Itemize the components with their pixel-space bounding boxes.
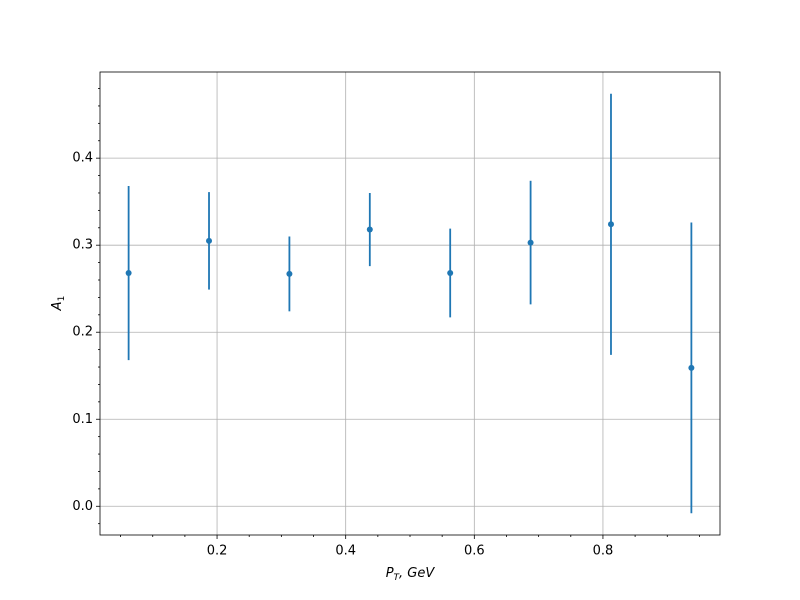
y-tick-label: 0.2: [72, 325, 93, 340]
y-tick-label: 0.3: [72, 238, 93, 253]
x-tick-label: 0.4: [335, 544, 356, 559]
data-point: [447, 270, 454, 277]
data-point: [607, 221, 614, 228]
x-tick-label: 0.8: [593, 544, 614, 559]
data-point: [688, 364, 695, 371]
plot-frame: [99, 71, 721, 536]
y-label-sub: 1: [57, 296, 67, 302]
data-point: [527, 239, 534, 246]
y-axis-label: A1: [50, 296, 67, 312]
data-point: [366, 226, 373, 233]
y-label-main: A: [50, 301, 65, 311]
y-tick-label: 0.1: [72, 412, 93, 427]
x-tick-label: 0.6: [464, 544, 485, 559]
x-label-sub: T: [394, 573, 401, 583]
x-axis-label: PT, GeV: [386, 566, 436, 583]
data-point: [286, 270, 293, 277]
data-point: [206, 237, 213, 244]
data-point: [125, 270, 132, 277]
y-tick-label: 0.4: [72, 151, 93, 166]
x-tick-label: 0.2: [207, 544, 228, 559]
x-label-rest: , GeV: [399, 566, 435, 581]
y-tick-label: 0.0: [72, 499, 93, 514]
x-label-main: P: [386, 566, 394, 581]
